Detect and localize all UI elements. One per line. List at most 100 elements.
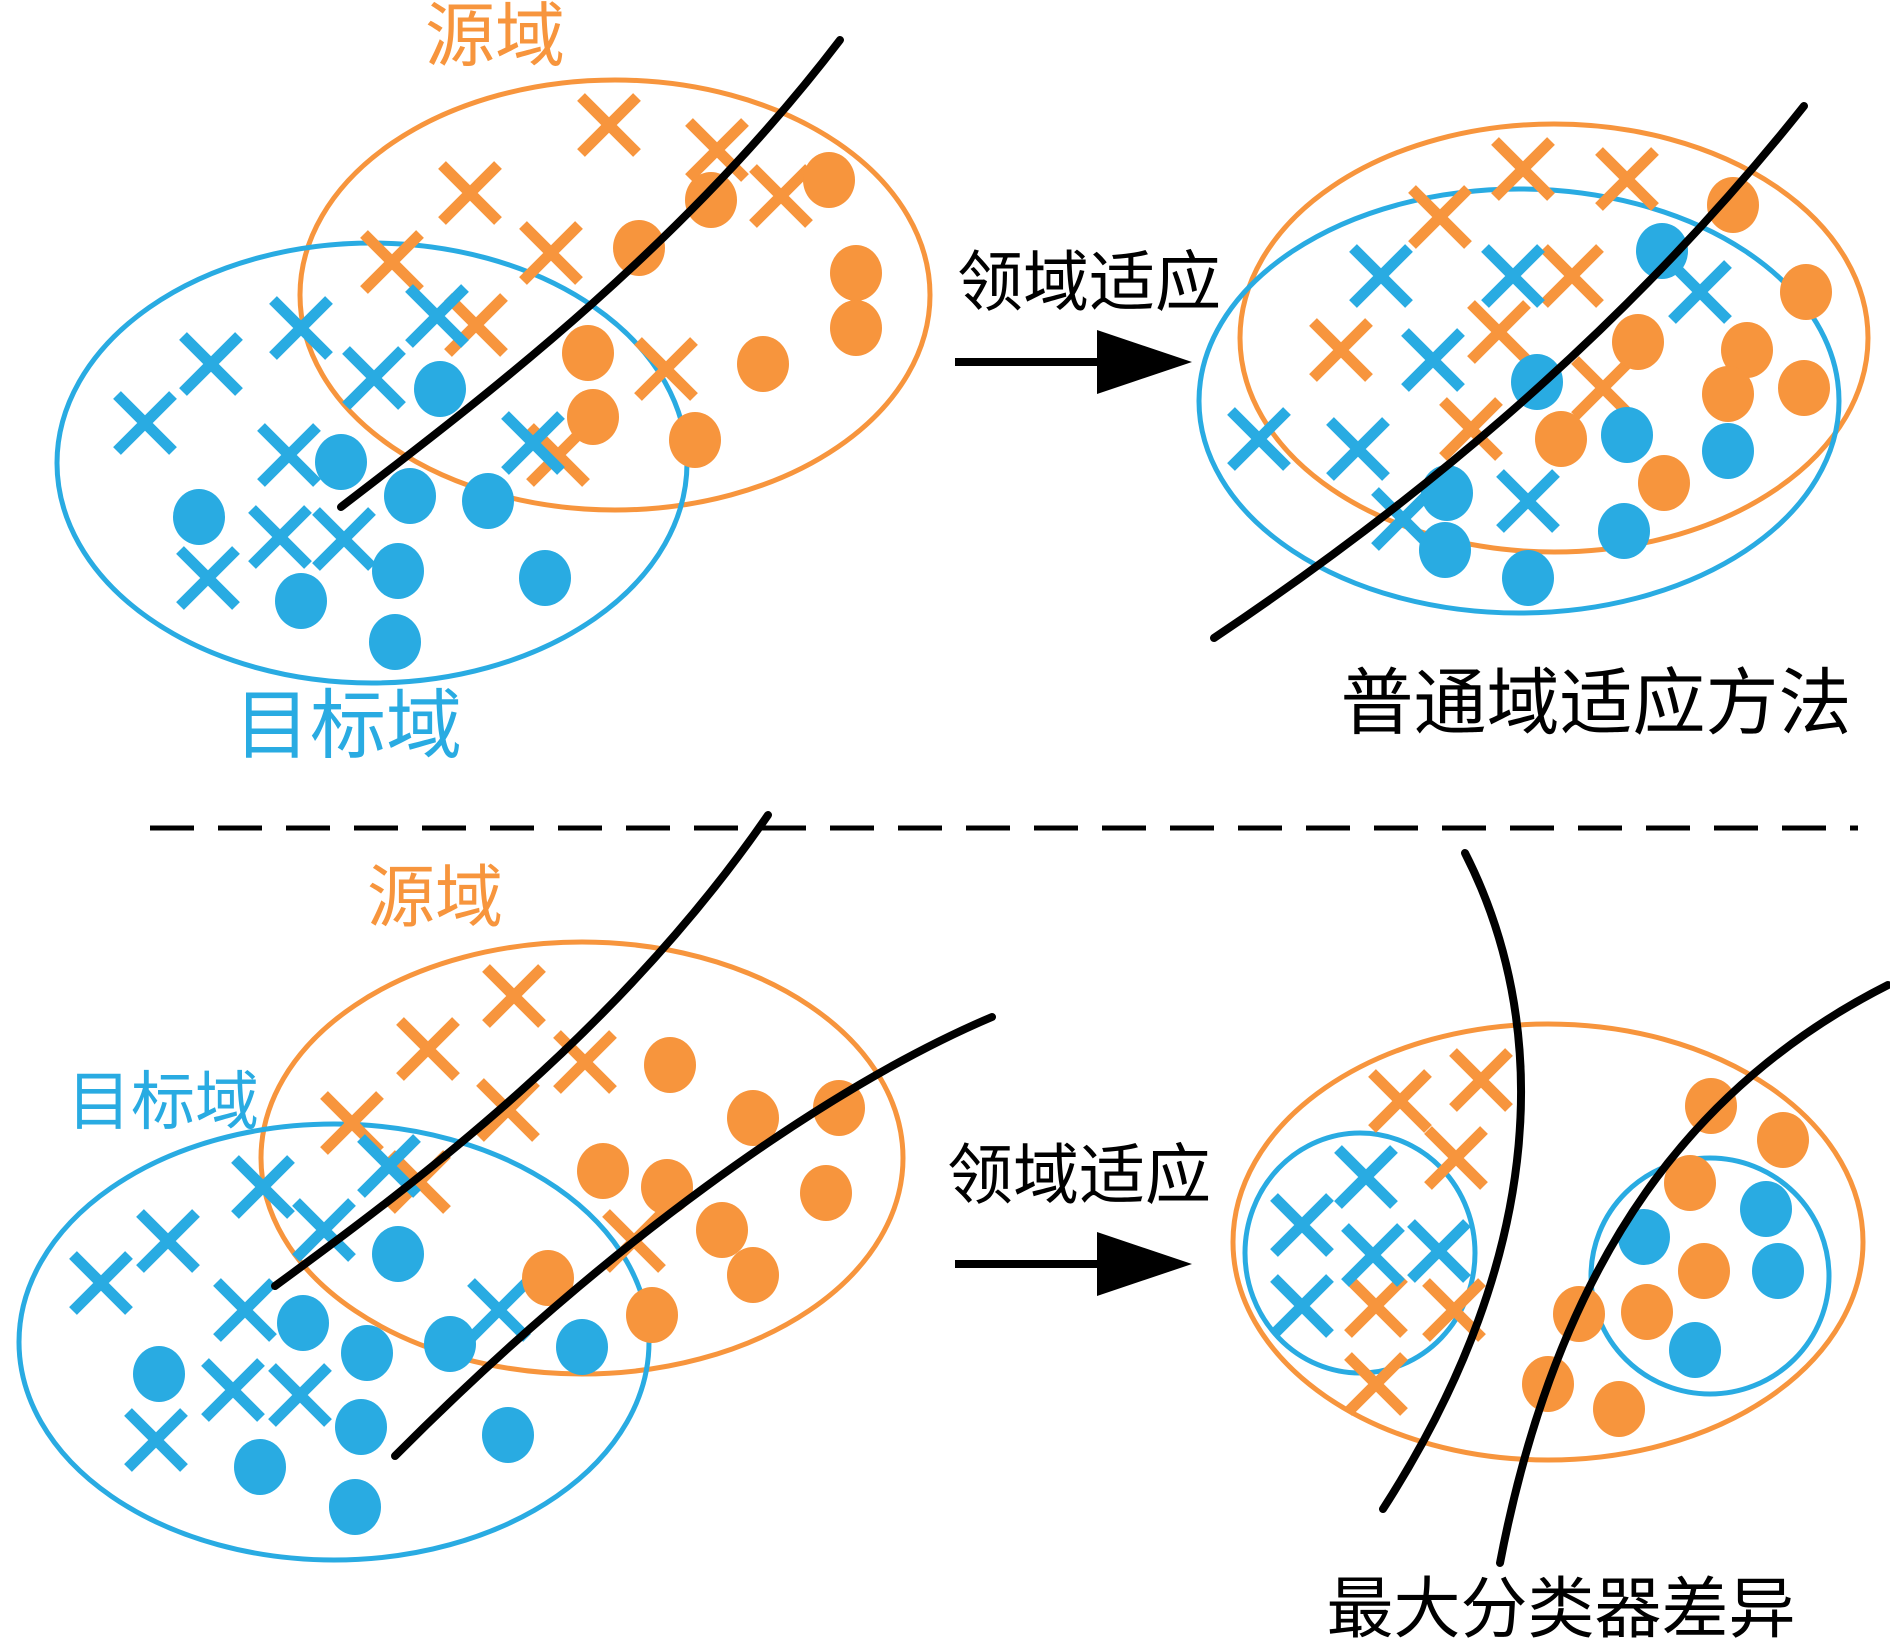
blue-x-marker: [113, 391, 177, 455]
blue-dot-marker: [275, 573, 327, 629]
orange-x-marker: [1491, 137, 1555, 201]
orange-dot-marker: [522, 1250, 574, 1306]
blue-dot-marker: [1702, 423, 1754, 479]
panel-top-right: [1196, 102, 1871, 642]
blue-dot-marker: [1502, 550, 1554, 606]
orange-dot-marker: [1685, 1078, 1737, 1134]
blue-x-marker: [467, 1278, 531, 1342]
blue-dot-marker: [384, 468, 436, 524]
blue-dot-marker: [315, 434, 367, 490]
source-domain-label-bottom: 源域: [367, 860, 503, 936]
orange-x-marker: [1368, 1069, 1432, 1133]
blue-dot-marker: [234, 1439, 286, 1495]
blue-x-marker: [231, 1155, 295, 1219]
blue-x-marker: [176, 546, 240, 610]
blue-x-marker: [1270, 1193, 1334, 1257]
arrow-bottom: [955, 1232, 1192, 1296]
orange-dot-marker: [696, 1202, 748, 1258]
orange-dot-marker: [830, 245, 882, 301]
orange-x-marker: [438, 161, 502, 225]
blue-x-marker: [1407, 1219, 1471, 1283]
orange-dot-marker: [1707, 177, 1759, 233]
blue-x-marker: [1481, 244, 1545, 308]
orange-x-marker: [749, 164, 813, 228]
orange-dot-marker: [1757, 1112, 1809, 1168]
blue-x-marker: [1334, 1145, 1398, 1209]
target-domain-label-bottom: 目标域: [67, 1067, 259, 1138]
blue-x-marker: [1349, 244, 1413, 308]
blue-x-marker: [501, 411, 565, 475]
orange-dot-marker: [1664, 1155, 1716, 1211]
orange-x-marker: [519, 221, 583, 285]
panel-bottom-left: [16, 811, 996, 1563]
blue-x-marker: [248, 505, 312, 569]
classifier-boundary-curve: [1379, 849, 1526, 1513]
blue-dot-marker: [424, 1316, 476, 1372]
orange-dot-marker: [1593, 1381, 1645, 1437]
blue-dot-marker: [1740, 1181, 1792, 1237]
orange-domain-ellipse: [1237, 121, 1871, 555]
blue-x-marker: [201, 1358, 265, 1422]
blue-dot-marker: [1601, 407, 1653, 463]
caption-maximum-classifier-discrepancy: 最大分类器差异: [1327, 1573, 1796, 1639]
blue-x-marker: [1227, 407, 1291, 471]
blue-dot-marker: [173, 489, 225, 545]
target-domain-label-top: 目标域: [234, 685, 462, 769]
orange-x-marker: [1540, 244, 1604, 308]
orange-x-marker: [1439, 397, 1503, 461]
blue-x-marker: [268, 1363, 332, 1427]
orange-dot-marker: [727, 1247, 779, 1303]
orange-dot-marker: [644, 1037, 696, 1093]
blue-domain-ellipse: [1196, 186, 1842, 616]
blue-x-marker: [1341, 1223, 1405, 1287]
blue-dot-marker: [1419, 522, 1471, 578]
blue-dot-marker: [462, 473, 514, 529]
blue-x-marker: [1326, 417, 1390, 481]
blue-dot-marker: [1618, 1209, 1670, 1265]
orange-x-marker: [360, 230, 424, 294]
arrow-head: [1097, 330, 1192, 394]
blue-x-marker: [269, 296, 333, 360]
blue-x-marker: [342, 346, 406, 410]
blue-x-marker: [257, 423, 321, 487]
orange-x-marker: [396, 1017, 460, 1081]
orange-dot-marker: [1780, 264, 1832, 320]
blue-dot-marker: [372, 1226, 424, 1282]
orange-dot-marker: [626, 1287, 678, 1343]
blue-x-marker: [1270, 1274, 1334, 1338]
blue-x-marker: [1496, 469, 1560, 533]
blue-dot-marker: [277, 1295, 329, 1351]
blue-dot-marker: [369, 614, 421, 670]
blue-dot-marker: [329, 1479, 381, 1535]
blue-dot-marker: [341, 1325, 393, 1381]
blue-dot-marker: [414, 361, 466, 417]
orange-x-marker: [1424, 1126, 1488, 1190]
classifier-boundary-curve: [271, 811, 772, 1290]
orange-dot-marker: [1638, 455, 1690, 511]
orange-dot-marker: [1621, 1284, 1673, 1340]
orange-dot-marker: [613, 220, 665, 276]
blue-x-marker: [1668, 260, 1732, 324]
orange-x-marker: [634, 337, 698, 401]
blue-dot-marker: [1752, 1243, 1804, 1299]
blue-x-marker: [124, 1408, 188, 1472]
blue-dot-marker: [1669, 1322, 1721, 1378]
orange-dot-marker: [669, 412, 721, 468]
orange-x-marker: [1344, 1274, 1408, 1338]
orange-dot-marker: [800, 1165, 852, 1221]
orange-dot-marker: [567, 389, 619, 445]
orange-x-marker: [577, 93, 641, 157]
classifier-boundary-curve: [1210, 102, 1808, 642]
blue-dot-marker: [335, 1399, 387, 1455]
adaptation-arrow-label-top: 领域适应: [957, 247, 1221, 320]
orange-x-marker: [1571, 356, 1635, 420]
blue-x-marker: [179, 332, 243, 396]
shapes-layer: [16, 36, 1890, 1567]
orange-dot-marker: [803, 152, 855, 208]
orange-dot-marker: [737, 336, 789, 392]
orange-dot-marker: [813, 1080, 865, 1136]
orange-domain-ellipse: [1230, 1021, 1866, 1463]
arrow-top: [955, 330, 1192, 394]
blue-x-marker: [292, 1198, 356, 1262]
